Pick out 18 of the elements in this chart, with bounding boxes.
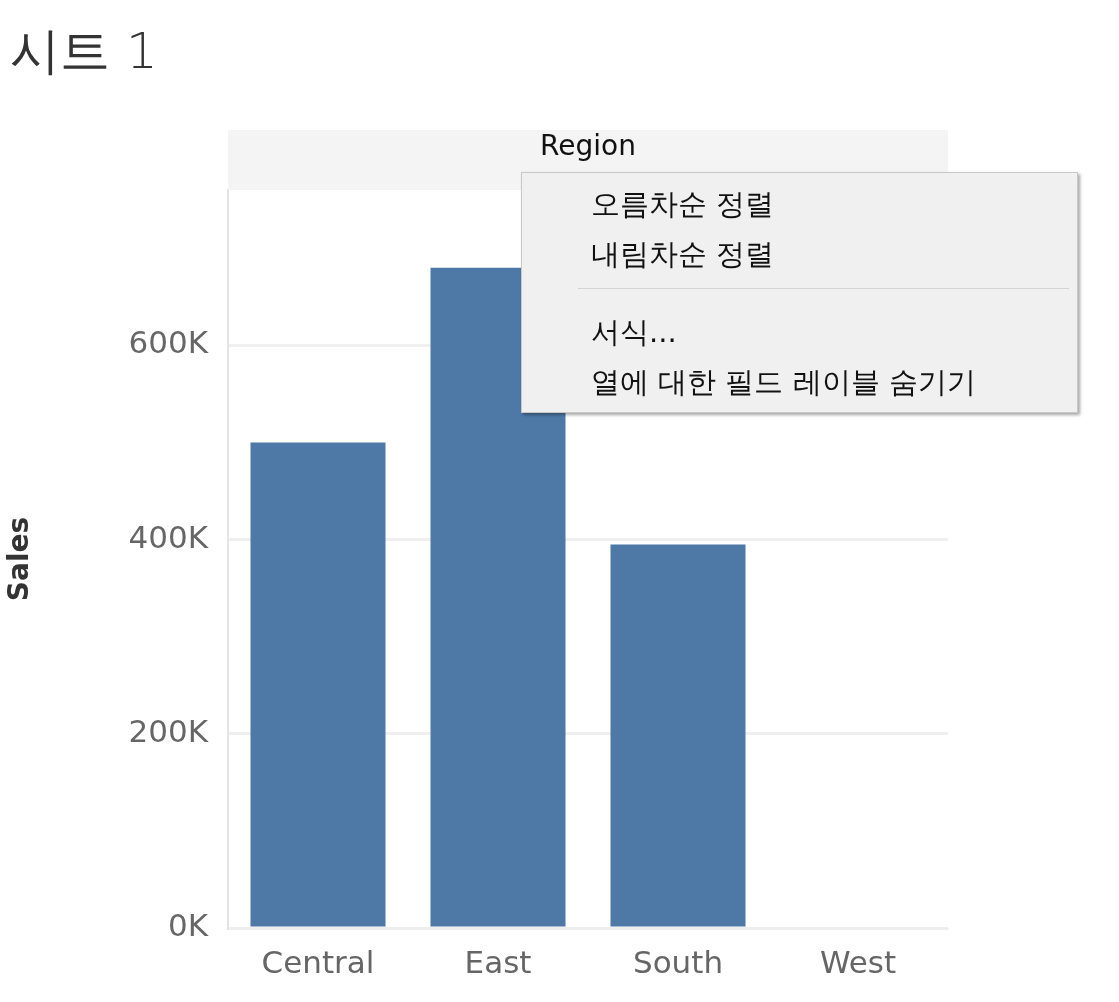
y-tick-label: 600K: [128, 324, 209, 361]
annotation: 열에 대한 필드 레이블 숨기기: [591, 364, 976, 401]
x-axis-title: Region: [540, 129, 636, 163]
y-axis-title: Sales: [2, 516, 36, 602]
annotation: 오름차순 정렬: [591, 186, 775, 223]
x-tick-label: South: [632, 943, 724, 980]
bar: [250, 442, 386, 927]
annotation: 서식...: [591, 314, 677, 351]
x-tick-label: West: [819, 943, 897, 980]
y-tick-label: 200K: [128, 712, 209, 749]
annotation: 내림차순 정렬: [591, 236, 775, 273]
y-tick-label: 0K: [167, 907, 209, 944]
bar: [430, 267, 566, 927]
y-tick-label: 400K: [128, 518, 209, 555]
bar: [610, 544, 746, 927]
x-tick-label: East: [464, 943, 532, 980]
chart-title: 시트 1: [10, 21, 158, 82]
x-tick-label: Central: [261, 943, 375, 980]
